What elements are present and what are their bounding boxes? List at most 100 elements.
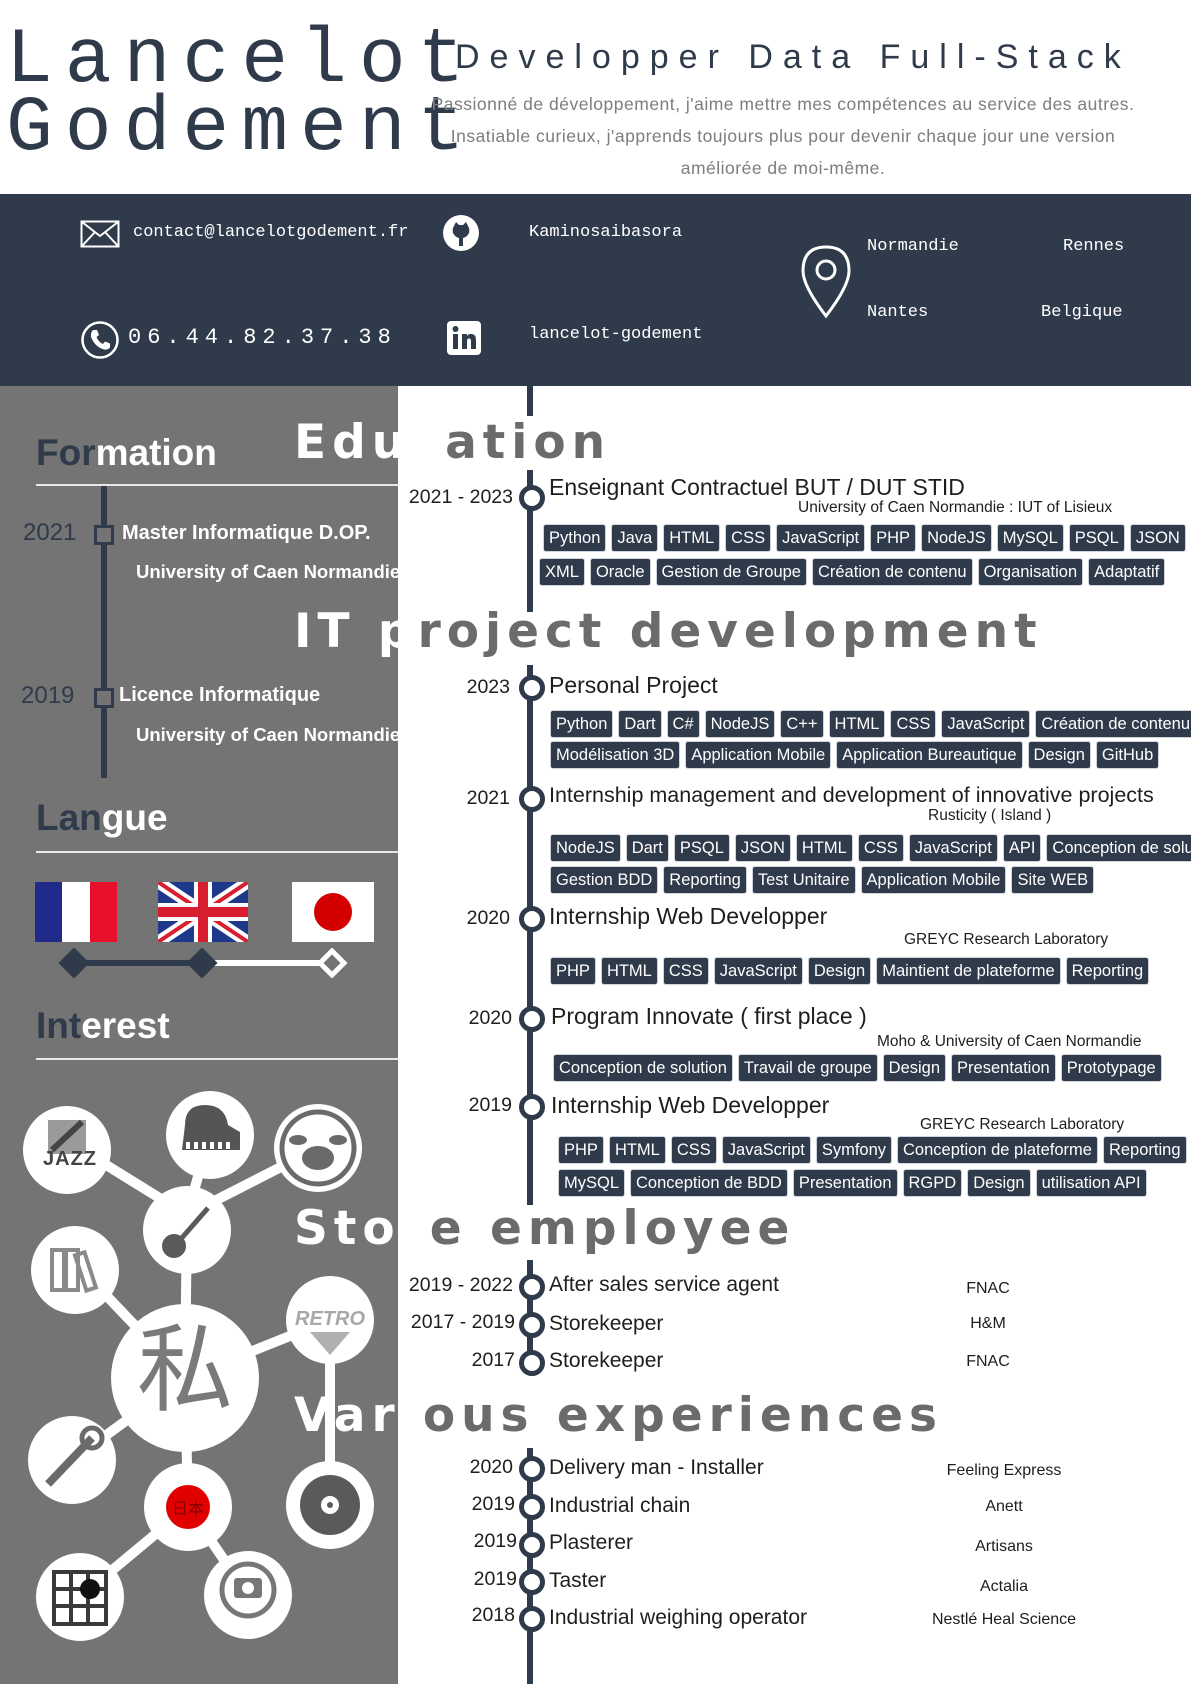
pitch-text: Passionné de développement, j'aime mettr… — [431, 94, 1135, 178]
various-company: Actalia — [979, 1578, 1029, 1595]
education-title: Enseignant Contractuel BUT / DUT STID — [549, 474, 965, 500]
various-company: Anett — [985, 1498, 1023, 1515]
project-year: 2023 — [466, 676, 510, 698]
skill-tag: Symfony — [815, 1136, 893, 1164]
langue-title: Langue — [36, 797, 168, 838]
skill-tag: JavaScript — [713, 957, 803, 985]
education-year: 2021 - 2023 — [408, 486, 513, 508]
skill-tag: Conception de BDD — [630, 1169, 788, 1197]
skill-tag: Organisation — [977, 558, 1084, 586]
skill-tag: API — [1002, 834, 1042, 862]
skill-tag: CSS — [670, 1136, 717, 1164]
education-section-title: Education — [294, 415, 612, 470]
project-year: 2020 — [468, 1007, 512, 1029]
skill-tag: Modélisation 3D — [550, 741, 681, 769]
various-year: 2018 — [471, 1604, 515, 1626]
various-company: Feeling Express — [946, 1462, 1062, 1479]
skill-tag: Gestion de Groupe — [655, 558, 807, 586]
skill-tag: NodeJS — [550, 834, 621, 862]
various-title: Plasterer — [549, 1531, 634, 1554]
project-title: Internship Web Developper — [551, 1092, 830, 1118]
first-name: Lancelot — [6, 17, 477, 105]
education-tags-row2: XML Oracle Gestion de Groupe Création de… — [539, 558, 1166, 586]
various-title: Industrial chain — [549, 1494, 691, 1517]
skill-tag: PSQL — [673, 834, 730, 862]
various-year: 2020 — [469, 1456, 513, 1478]
skill-tag: Application Mobile — [685, 741, 832, 769]
skill-tag: Java — [611, 524, 659, 552]
skill-tag: C# — [666, 710, 700, 738]
project-tags-row2: Modélisation 3D Application Mobile Appli… — [550, 741, 1160, 769]
email-link[interactable]: contact@lancelotgodement.fr — [133, 223, 409, 242]
skill-tag: CSS — [662, 957, 709, 985]
skill-tag: HTML — [608, 1136, 666, 1164]
skill-tag: CSS — [857, 834, 904, 862]
japan-flag-icon — [292, 882, 374, 942]
skill-tag: Oracle — [589, 558, 651, 586]
skill-tag: Application Mobile — [860, 866, 1007, 894]
project-tags-row1: PHP HTML CSS JavaScript Symfony Concepti… — [558, 1136, 1187, 1164]
skill-tag: Dart — [618, 710, 662, 738]
mail-icon — [80, 220, 120, 248]
project-year: 2020 — [466, 907, 510, 929]
skill-tag: Python — [543, 524, 607, 552]
linkedin-icon — [447, 321, 481, 355]
timeline-projects — [527, 665, 533, 1205]
retro-label: RETRO — [295, 1308, 365, 1330]
retro-icon — [286, 1276, 374, 1364]
formation-marker — [94, 688, 114, 708]
skill-tag: Design — [807, 957, 872, 985]
skill-tag: Design — [967, 1169, 1031, 1197]
skill-tag: Dart — [625, 834, 669, 862]
skill-tag: JavaScript — [721, 1136, 811, 1164]
skill-tag: MySQL — [996, 524, 1064, 552]
store-year: 2017 — [471, 1349, 515, 1371]
timeline-dot — [519, 1606, 545, 1632]
skill-tag: PHP — [550, 957, 596, 985]
location-nantes: Nantes — [867, 303, 929, 322]
skill-tag: RGPD — [902, 1169, 963, 1197]
skill-tag: PSQL — [1068, 524, 1125, 552]
timeline-education — [527, 470, 533, 612]
skill-tag: Application Bureautique — [836, 741, 1023, 769]
skill-tag: utilisation API — [1035, 1169, 1147, 1197]
github-link[interactable]: Kaminosaibasora — [529, 223, 683, 242]
job-title: Developper Data Full-Stack — [455, 38, 1131, 76]
timeline-dot — [519, 906, 545, 932]
skill-tag: Python — [550, 710, 614, 738]
project-title: Internship management and development of… — [549, 783, 1154, 807]
linkedin-link[interactable]: lancelot-godement — [529, 325, 703, 344]
timeline-dot — [519, 1274, 545, 1300]
various-company: Artisans — [975, 1538, 1033, 1555]
skill-tag: MySQL — [558, 1169, 626, 1197]
timeline-dot — [519, 1094, 545, 1120]
langue-divider — [36, 851, 398, 853]
skill-tag: Travail de groupe — [737, 1054, 878, 1082]
timeline-dot — [519, 1456, 545, 1482]
timeline-dot — [519, 786, 545, 812]
phone-number[interactable]: 06.44.82.37.38 — [128, 325, 397, 350]
language-level-slider — [58, 948, 348, 978]
project-title: Internship Web Developper — [549, 903, 828, 929]
interest-divider — [36, 1058, 398, 1060]
skill-tag: HTML — [795, 834, 853, 862]
skill-tag: JSON — [734, 834, 791, 862]
store-title: Storekeeper — [549, 1349, 664, 1372]
skill-tag: Gestion BDD — [550, 866, 659, 894]
skill-tag: Adaptatif — [1088, 558, 1166, 586]
skill-tag: HTML — [600, 957, 658, 985]
skill-tag: Conception de solution — [1046, 834, 1191, 862]
skill-tag: PHP — [558, 1136, 604, 1164]
location-rennes: Rennes — [1063, 237, 1125, 256]
project-title: Personal Project — [549, 672, 718, 698]
various-year: 2019 — [473, 1530, 517, 1552]
skill-tag: JavaScript — [908, 834, 998, 862]
skill-tag: Design — [882, 1054, 947, 1082]
timeline-dot — [519, 485, 545, 511]
store-title: Storekeeper — [549, 1312, 664, 1335]
timeline-dot — [519, 1350, 545, 1376]
formation-degree: Master Informatique D.OP. — [122, 522, 371, 544]
skill-tag: GitHub — [1095, 741, 1160, 769]
various-company: Nestlé Heal Science — [931, 1611, 1077, 1628]
formation-school: University of Caen Normandie — [136, 561, 401, 582]
